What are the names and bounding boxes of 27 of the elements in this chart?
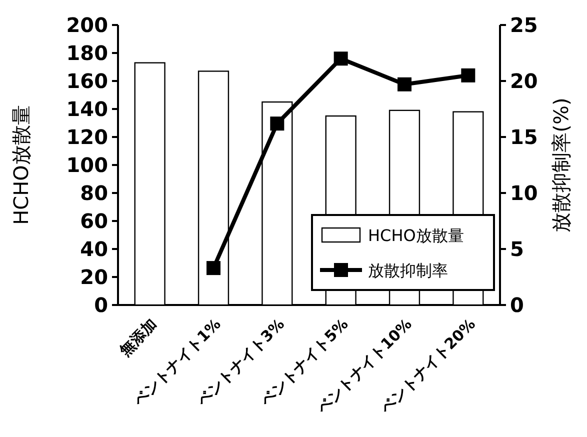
y-tick-label: 20 [80,265,108,289]
y-tick-label: 140 [66,97,108,121]
y-tick-label: 160 [66,69,108,93]
y-tick-label: 0 [94,293,108,317]
y-tick-label: 180 [66,41,108,65]
y2-tick-label: 10 [510,181,538,205]
legend-label: HCHO放散量 [368,226,464,245]
point [270,116,284,131]
y2-tick-label: 0 [510,293,524,317]
point [206,261,220,276]
y-tick-label: 40 [80,237,108,261]
y2-axis-title: 放散抑制率(%) [549,98,573,232]
y-axis-title: HCHO放散量 [9,105,33,225]
y2-tick-label: 5 [510,237,524,261]
legend-label: 放散抑制率 [368,261,448,280]
y-tick-label: 120 [66,125,108,149]
y-tick-label: 100 [66,153,108,177]
point [334,52,348,66]
y2-tick-label: 20 [510,69,538,93]
y-tick-label: 60 [80,209,108,233]
point [398,77,412,92]
x-tick-label: 無添加 [115,315,161,360]
y2-tick-label: 25 [510,13,538,37]
y-tick-label: 200 [66,13,108,37]
y2-tick-label: 15 [510,125,538,149]
point [461,68,476,82]
y-tick-label: 80 [80,181,108,205]
